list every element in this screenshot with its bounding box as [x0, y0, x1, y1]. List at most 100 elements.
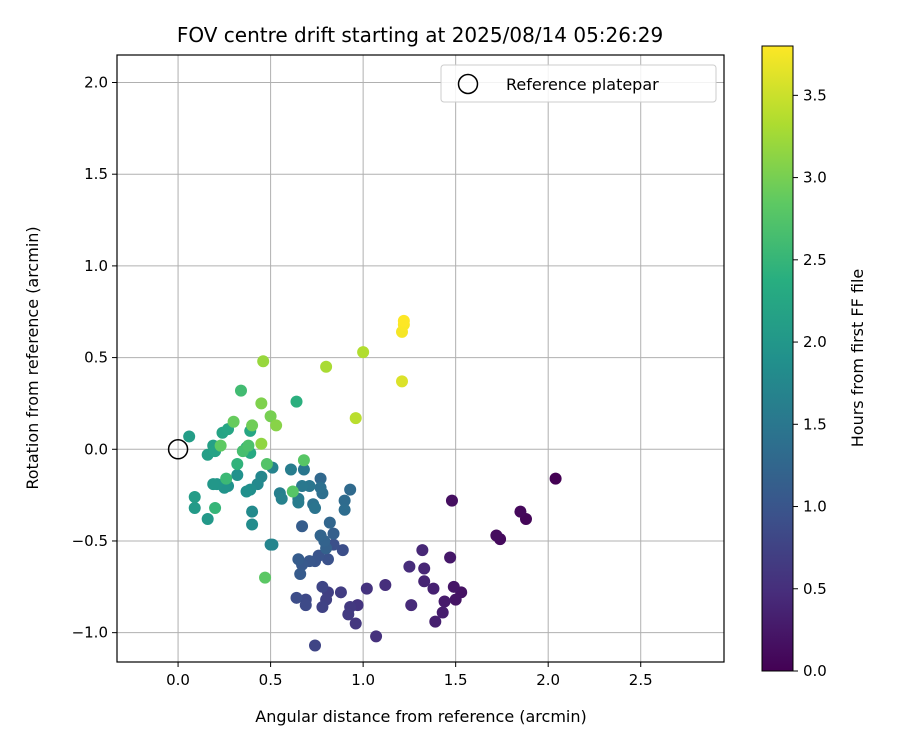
- legend: Reference platepar: [440, 64, 717, 103]
- data-point: [327, 527, 340, 540]
- y-tick-label: −1.0: [72, 624, 108, 642]
- x-axis-ticks: 0.0 0.5 1.0 1.5 2.0 2.5: [166, 662, 653, 689]
- x-tick-label: 2.5: [629, 671, 653, 689]
- data-point: [246, 505, 259, 518]
- colorbar-tick-label: 0.5: [803, 580, 827, 598]
- data-point: [270, 419, 283, 432]
- data-point: [316, 600, 329, 613]
- data-point: [255, 397, 268, 410]
- data-point: [323, 516, 336, 529]
- data-point: [275, 492, 288, 505]
- chart-title: FOV centre drift starting at 2025/08/14 …: [177, 23, 663, 47]
- data-points: [183, 314, 562, 652]
- y-axis-label: Rotation from reference (arcmin): [23, 226, 42, 489]
- data-point: [284, 463, 297, 476]
- data-point: [246, 419, 259, 432]
- data-point: [188, 490, 201, 503]
- data-point: [445, 494, 458, 507]
- data-point: [416, 544, 429, 557]
- data-point: [188, 501, 201, 514]
- data-point: [231, 468, 244, 481]
- data-point: [309, 501, 322, 514]
- data-point: [227, 415, 240, 428]
- data-point: [296, 479, 309, 492]
- data-point: [290, 395, 303, 408]
- x-tick-label: 0.0: [166, 671, 190, 689]
- data-point: [201, 512, 214, 525]
- data-point: [447, 580, 460, 593]
- data-point: [338, 503, 351, 516]
- data-point: [316, 580, 329, 593]
- data-point: [334, 586, 347, 599]
- colorbar-tick-label: 2.5: [803, 251, 827, 269]
- data-point: [429, 615, 442, 628]
- data-point: [242, 439, 255, 452]
- data-point: [357, 346, 370, 359]
- data-point: [403, 560, 416, 573]
- colorbar-tick-label: 2.0: [803, 333, 827, 351]
- data-point: [418, 575, 431, 588]
- data-point: [397, 314, 410, 327]
- colorbar-ticks: 0.0 0.5 1.0 1.5 2.0 2.5 3.0 3.5: [793, 86, 827, 680]
- data-point: [320, 360, 333, 373]
- legend-entry-label: Reference platepar: [506, 75, 659, 94]
- data-point: [336, 544, 349, 557]
- data-point: [264, 410, 277, 423]
- data-point: [395, 375, 408, 388]
- y-tick-label: 1.0: [84, 257, 108, 275]
- data-point: [338, 494, 351, 507]
- data-point: [549, 472, 562, 485]
- x-tick-label: 1.5: [444, 671, 468, 689]
- data-point: [314, 529, 327, 542]
- data-point: [240, 485, 253, 498]
- data-point: [436, 606, 449, 619]
- data-point: [246, 518, 259, 531]
- y-tick-label: 1.5: [84, 165, 108, 183]
- colorbar-tick-label: 3.0: [803, 169, 827, 187]
- data-point: [349, 412, 362, 425]
- data-point: [207, 478, 220, 491]
- colorbar-tick-label: 0.0: [803, 662, 827, 680]
- x-tick-label: 1.0: [351, 671, 375, 689]
- data-point: [297, 463, 310, 476]
- y-tick-label: 2.0: [84, 74, 108, 92]
- colorbar-tick-label: 1.0: [803, 498, 827, 516]
- data-point: [418, 562, 431, 575]
- data-point: [297, 454, 310, 467]
- data-point: [449, 593, 462, 606]
- data-point: [360, 582, 373, 595]
- data-point: [231, 457, 244, 470]
- plot-area-frame: [116, 54, 725, 663]
- data-point: [490, 529, 503, 542]
- data-point: [259, 571, 272, 584]
- data-point: [379, 578, 392, 591]
- data-point: [290, 591, 303, 604]
- data-point: [342, 608, 355, 621]
- reference-point-marker: [167, 439, 189, 460]
- data-point: [309, 639, 322, 652]
- data-point: [183, 430, 196, 443]
- data-point: [427, 582, 440, 595]
- colorbar-tick-label: 3.5: [803, 86, 827, 104]
- data-point: [286, 485, 299, 498]
- colorbar-tick-label: 1.5: [803, 415, 827, 433]
- data-point: [294, 567, 307, 580]
- y-axis-ticks: −1.0 −0.5 0.0 0.5 1.0 1.5 2.0: [72, 74, 117, 642]
- x-tick-label: 0.5: [259, 671, 283, 689]
- data-point: [255, 437, 268, 450]
- data-point: [514, 505, 527, 518]
- data-point: [257, 355, 270, 368]
- legend-box: [440, 64, 717, 103]
- x-axis-label: Angular distance from reference (arcmin): [255, 707, 586, 726]
- data-point: [260, 457, 273, 470]
- data-point: [444, 551, 457, 564]
- data-point: [438, 595, 451, 608]
- data-point: [370, 630, 383, 643]
- data-point: [314, 481, 327, 494]
- data-point: [299, 599, 312, 612]
- data-point: [292, 496, 305, 509]
- y-tick-label: −0.5: [72, 532, 108, 550]
- colorbar-label: Hours from first FF file: [848, 269, 867, 448]
- y-tick-label: 0.5: [84, 349, 108, 367]
